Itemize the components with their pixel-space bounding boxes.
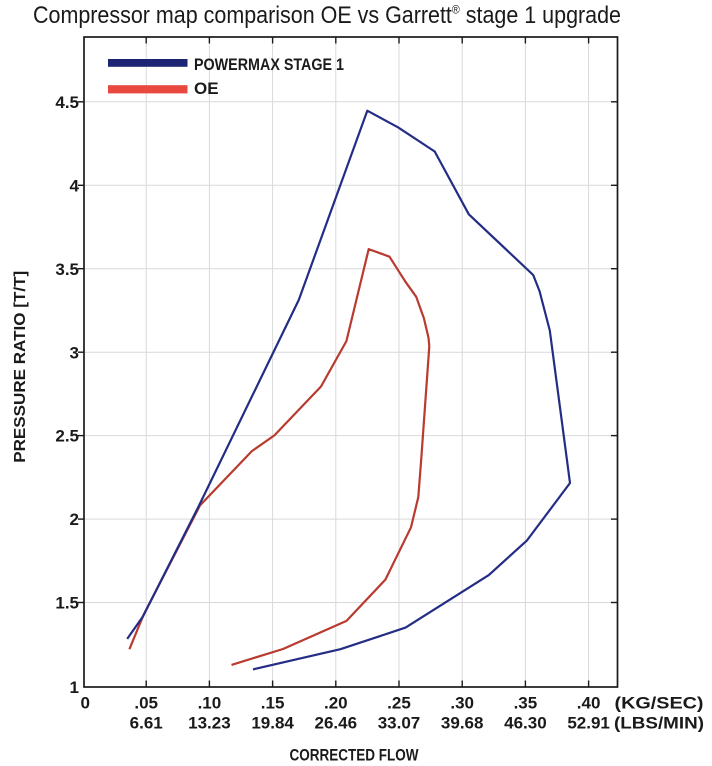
svg-text:1.5: 1.5 [55, 594, 79, 613]
svg-text:2: 2 [70, 510, 79, 529]
svg-text:CORRECTED FLOW: CORRECTED FLOW [290, 745, 420, 764]
svg-text:.30: .30 [450, 693, 474, 712]
svg-text:1: 1 [70, 678, 79, 697]
svg-text:4: 4 [70, 176, 80, 195]
svg-text:2.5: 2.5 [55, 427, 79, 446]
svg-text:4.5: 4.5 [55, 93, 79, 112]
svg-text:46.30: 46.30 [504, 713, 547, 732]
svg-text:19.84: 19.84 [251, 713, 294, 732]
svg-text:13.23: 13.23 [188, 713, 231, 732]
svg-text:Compressor map comparison OE v: Compressor map comparison OE vs Garrett®… [33, 2, 621, 29]
svg-text:6.61: 6.61 [130, 713, 163, 732]
svg-text:OE: OE [194, 79, 219, 98]
svg-text:3: 3 [70, 343, 79, 362]
svg-text:.20: .20 [324, 693, 348, 712]
svg-text:PRESSURE RATIO [T/T]: PRESSURE RATIO [T/T] [12, 271, 29, 463]
svg-text:26.46: 26.46 [315, 713, 358, 732]
svg-text:0: 0 [80, 693, 89, 712]
svg-text:POWERMAX STAGE 1: POWERMAX STAGE 1 [194, 55, 344, 74]
svg-text:.35: .35 [514, 693, 538, 712]
svg-text:3.5: 3.5 [55, 260, 79, 279]
svg-text:39.68: 39.68 [441, 713, 484, 732]
svg-text:.05: .05 [134, 693, 158, 712]
svg-text:(LBS/MIN): (LBS/MIN) [614, 713, 704, 732]
svg-text:.10: .10 [198, 693, 222, 712]
svg-text:33.07: 33.07 [378, 713, 421, 732]
svg-text:.15: .15 [261, 693, 285, 712]
svg-text:.25: .25 [387, 693, 411, 712]
svg-text:.40: .40 [577, 693, 601, 712]
svg-text:(KG/SEC): (KG/SEC) [615, 693, 704, 712]
svg-text:52.91: 52.91 [567, 713, 610, 732]
